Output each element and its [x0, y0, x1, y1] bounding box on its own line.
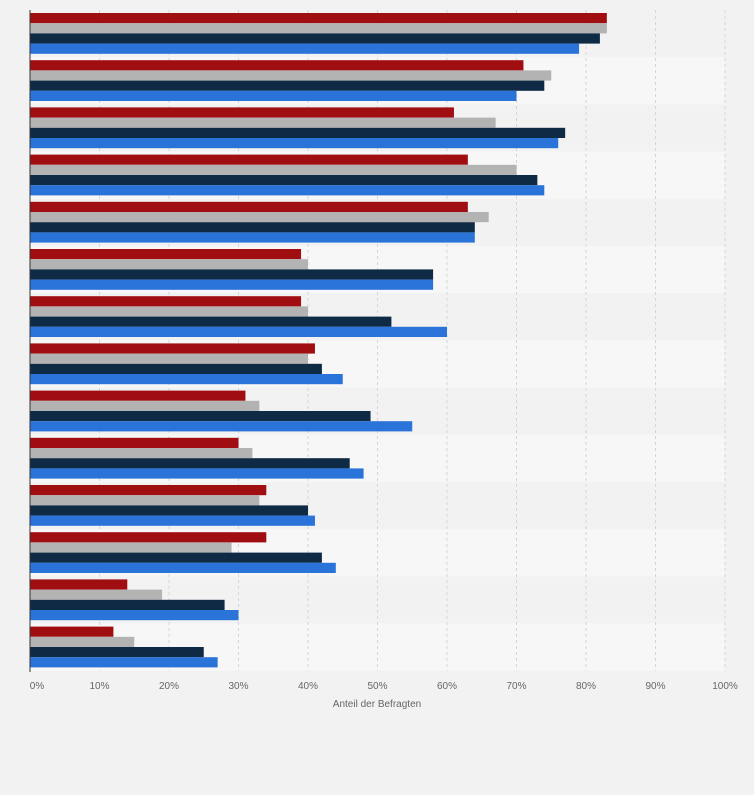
bar[interactable] — [30, 13, 607, 24]
bar[interactable] — [30, 60, 524, 71]
bar[interactable] — [30, 185, 545, 196]
x-tick-label: 20% — [159, 681, 179, 692]
bar[interactable] — [30, 626, 114, 637]
bar[interactable] — [30, 374, 343, 385]
x-tick-label: 80% — [576, 681, 596, 692]
bar[interactable] — [30, 505, 308, 516]
bar[interactable] — [30, 552, 322, 563]
bar[interactable] — [30, 249, 302, 260]
bar[interactable] — [30, 448, 253, 459]
bar[interactable] — [30, 589, 163, 600]
bar[interactable] — [30, 437, 239, 448]
bar[interactable] — [30, 279, 434, 290]
bar[interactable] — [30, 411, 371, 422]
bar[interactable] — [30, 175, 538, 186]
bar[interactable] — [30, 599, 225, 610]
bar[interactable] — [30, 107, 454, 118]
bar[interactable] — [30, 154, 468, 165]
x-tick-label: 40% — [298, 681, 318, 692]
x-tick-label: 30% — [228, 681, 248, 692]
bar[interactable] — [30, 610, 239, 621]
bar[interactable] — [30, 636, 135, 647]
bar[interactable] — [30, 33, 600, 44]
bar[interactable] — [30, 164, 517, 175]
bar[interactable] — [30, 390, 246, 401]
bar[interactable] — [30, 43, 580, 54]
bar[interactable] — [30, 542, 232, 553]
bar[interactable] — [30, 400, 260, 411]
x-tick-label: 0% — [30, 681, 45, 692]
bar[interactable] — [30, 458, 350, 469]
bar[interactable] — [30, 343, 315, 354]
x-tick-label: 60% — [437, 681, 457, 692]
bar[interactable] — [30, 259, 308, 270]
bar[interactable] — [30, 269, 434, 280]
bar[interactable] — [30, 495, 260, 506]
bar[interactable] — [30, 326, 447, 337]
bars — [30, 13, 607, 668]
bar[interactable] — [30, 138, 559, 149]
bar[interactable] — [30, 70, 552, 81]
bar[interactable] — [30, 212, 489, 223]
x-tick-labels: 0% 10% 20% 30% 40% 50% 60% 70% 80% 90% 100% — [30, 681, 738, 692]
bar[interactable] — [30, 647, 204, 658]
x-tick-label: 50% — [367, 681, 387, 692]
bar[interactable] — [30, 468, 364, 479]
bar[interactable] — [30, 90, 517, 101]
bar[interactable] — [30, 532, 267, 543]
bar[interactable] — [30, 353, 308, 364]
bar[interactable] — [30, 515, 315, 526]
x-tick-label: 10% — [89, 681, 109, 692]
bar[interactable] — [30, 363, 322, 374]
bar[interactable] — [30, 657, 218, 668]
x-axis-label: Anteil der Befragten — [333, 699, 421, 710]
bar[interactable] — [30, 80, 545, 91]
bar[interactable] — [30, 485, 267, 496]
x-tick-label: 90% — [645, 681, 665, 692]
x-tick-label: 100% — [712, 681, 738, 692]
bar[interactable] — [30, 232, 475, 243]
bar[interactable] — [30, 222, 475, 233]
bar[interactable] — [30, 316, 392, 327]
bar[interactable] — [30, 562, 336, 573]
bar[interactable] — [30, 306, 308, 317]
bar[interactable] — [30, 127, 566, 138]
bar[interactable] — [30, 117, 496, 128]
bar[interactable] — [30, 23, 607, 34]
x-tick-label: 70% — [506, 681, 526, 692]
bar[interactable] — [30, 421, 413, 432]
bar[interactable] — [30, 201, 468, 212]
bar[interactable] — [30, 579, 128, 590]
bar[interactable] — [30, 296, 302, 307]
